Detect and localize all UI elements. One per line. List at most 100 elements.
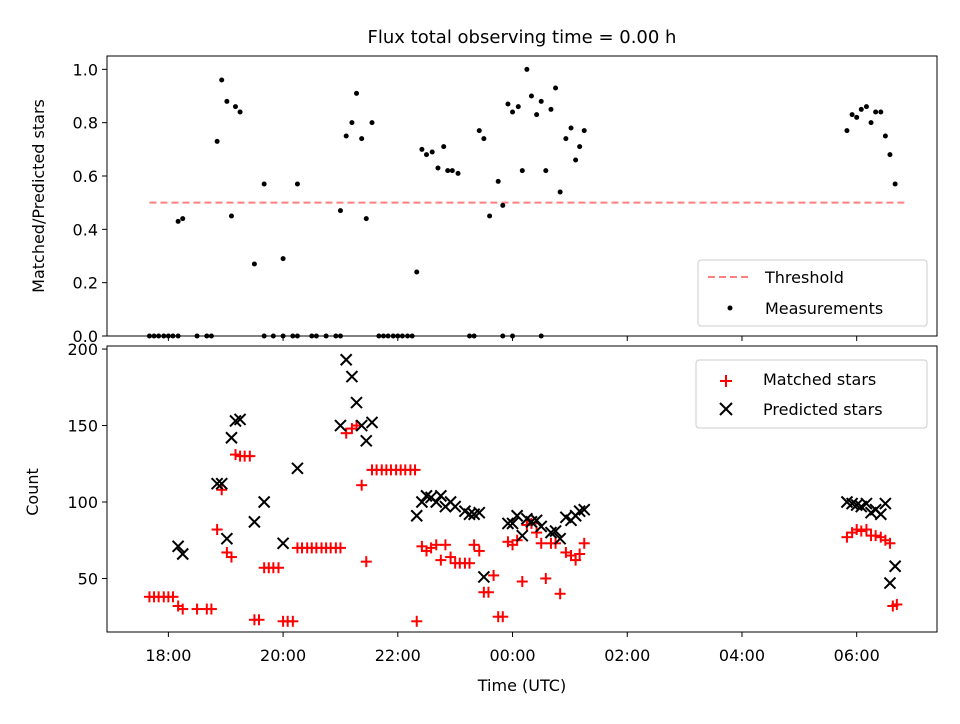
- measurement-point: [510, 109, 516, 115]
- bottom-x-ticks: 18:00 20:00 22:00 00:00 02:00 04:00 06:00: [145, 632, 880, 665]
- x-axis-label: Time (UTC): [477, 676, 566, 695]
- predicted-star-point: [291, 462, 304, 475]
- measurement-point: [423, 152, 429, 158]
- measurement-point: [419, 146, 425, 152]
- top-legend: Threshold Measurements: [697, 259, 928, 327]
- matched-star-point: [356, 479, 368, 491]
- measurement-point: [538, 98, 544, 104]
- matched-star-point: [253, 614, 265, 626]
- matched-star-point: [273, 562, 285, 574]
- legend-threshold-label: Threshold: [764, 268, 844, 287]
- measurement-point: [445, 168, 451, 174]
- measurement-point: [476, 128, 482, 134]
- matched-star-point: [540, 572, 552, 584]
- measurement-point: [500, 202, 506, 208]
- matched-star-point: [531, 527, 543, 539]
- bottom-y-tick-label: 50: [78, 569, 98, 588]
- measurement-point: [528, 93, 534, 99]
- predicted-star-point: [860, 497, 873, 510]
- predicted-star-point: [171, 540, 185, 553]
- predicted-star-point: [888, 560, 902, 573]
- predicted-star-point: [350, 396, 363, 409]
- measurement-point: [359, 136, 365, 142]
- predicted-star-point: [355, 419, 368, 432]
- measurement-point: [349, 120, 355, 126]
- top-y-tick-label: 0.4: [73, 220, 98, 239]
- x-tick-label: 18:00: [145, 646, 191, 665]
- measurement-point: [251, 261, 257, 267]
- measurement-point: [887, 152, 893, 158]
- measurement-point: [581, 128, 587, 134]
- predicted-star-point: [553, 532, 567, 545]
- top-axes-frame: [106, 55, 938, 337]
- legend-measurements-swatch: [727, 305, 733, 311]
- predicted-star-point: [360, 434, 373, 448]
- legend-matched-label: Matched stars: [763, 370, 876, 389]
- matched-star-point: [891, 598, 903, 610]
- measurement-point: [369, 120, 375, 126]
- matched-star-point: [409, 464, 421, 476]
- measurement-point: [577, 144, 583, 150]
- measurement-point: [232, 104, 238, 110]
- predicted-star-point: [176, 547, 189, 561]
- predicted-star-point: [345, 370, 359, 383]
- matched-star-point: [554, 588, 566, 600]
- measurement-point: [337, 208, 343, 214]
- predicted-star-point: [276, 537, 290, 550]
- measurement-point: [534, 112, 540, 118]
- predicted-star-point: [415, 495, 429, 509]
- predicted-star-point: [448, 500, 462, 513]
- top-y-tick-label: 0.2: [73, 274, 98, 293]
- measurement-point: [505, 101, 511, 107]
- measurement-point: [863, 104, 869, 110]
- measurement-point: [495, 178, 501, 184]
- matched-star-point: [211, 524, 223, 536]
- bottom-y-ticks: 50 100 150 200: [67, 340, 107, 588]
- measurement-point: [414, 269, 420, 275]
- matched-star-point: [435, 554, 447, 566]
- matched-star-point: [578, 537, 590, 549]
- measurement-point: [568, 125, 574, 131]
- measurement-point: [563, 136, 569, 142]
- predicted-star-point: [463, 508, 476, 521]
- bottom-y-tick-label: 100: [67, 493, 98, 512]
- x-tick-label: 22:00: [375, 646, 421, 665]
- measurement-point: [343, 133, 349, 139]
- matched-star-point: [225, 551, 237, 563]
- predicted-star-point: [473, 506, 486, 519]
- matched-star-point: [535, 537, 547, 549]
- matched-star-point: [482, 586, 494, 598]
- matched-star-point: [334, 542, 346, 554]
- top-plot-area: [146, 66, 905, 339]
- top-legend-box: [697, 259, 928, 327]
- matched-star-point: [488, 569, 500, 581]
- predicted-star-point: [220, 532, 234, 545]
- matched-star-point: [216, 484, 228, 496]
- bottom-y-tick-label: 150: [67, 417, 98, 436]
- measurement-point: [873, 109, 879, 115]
- matched-star-point: [445, 551, 457, 563]
- top-panel: 0.0 0.2 0.4 0.6 0.8 1.0 Matched/Predicted sta…: [29, 55, 938, 346]
- predicted-star-point: [225, 431, 238, 444]
- measurement-point: [180, 216, 186, 222]
- measurement-point: [882, 133, 888, 139]
- measurement-point: [892, 181, 898, 187]
- predicted-star-point: [883, 576, 897, 590]
- predicted-star-point: [549, 524, 562, 538]
- matched-star-point: [287, 615, 299, 627]
- predicted-star-point: [874, 508, 887, 521]
- top-y-ticks: 0.0 0.2 0.4 0.6 0.8 1.0: [73, 60, 107, 346]
- matched-star-point: [351, 420, 363, 432]
- predicted-star-point: [530, 514, 543, 527]
- predicted-star-point: [365, 416, 379, 429]
- x-tick-label: 20:00: [260, 646, 306, 665]
- predicted-star-point: [578, 503, 591, 516]
- predicted-star-point: [506, 517, 519, 530]
- predicted-star-point: [879, 497, 892, 510]
- measurement-point: [449, 168, 455, 174]
- measurement-point: [868, 120, 874, 126]
- x-tick-label: 04:00: [719, 646, 765, 665]
- top-y-tick-label: 0.6: [73, 167, 98, 186]
- legend-measurements-label: Measurements: [765, 299, 883, 318]
